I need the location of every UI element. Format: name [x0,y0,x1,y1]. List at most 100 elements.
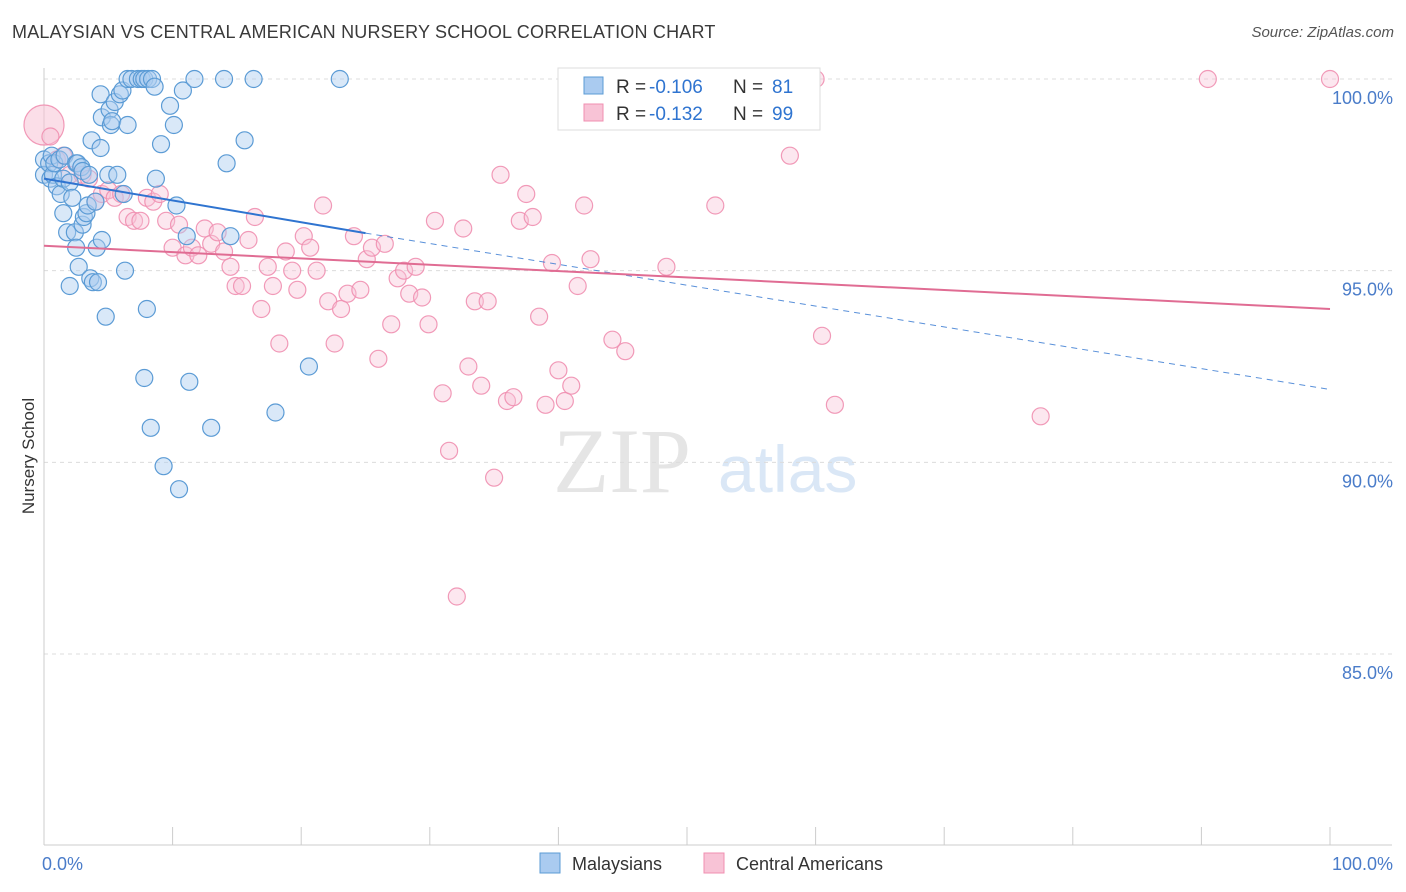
malaysians-point [217,154,236,173]
malaysians-point [221,227,240,246]
central-americans-point [706,196,725,215]
malaysians-point [154,457,173,476]
central-americans-point [433,384,452,403]
malaysians-point [135,368,154,388]
malaysians-point [54,204,73,223]
central-americans-point [465,292,484,311]
central-americans-point [575,196,594,215]
malaysians-trend-line [43,177,366,235]
malaysians-point [73,215,92,234]
y-tick-labels: 100.0% 95.0% 90.0% 85.0% [1332,88,1393,683]
central-americans-point [616,342,635,361]
central-americans-point [288,280,307,299]
central-americans-point [812,326,832,345]
malaysians-point [146,169,165,188]
stats-legend: R = -0.106 N = 81 R = -0.132 N = 99 [557,67,821,131]
central-americans-point [313,196,333,215]
stats-legend-blue-swatch [583,76,604,95]
axes [43,68,1392,846]
central-americans-point [252,299,271,319]
malaysians-points [34,69,349,499]
malaysians-point [180,372,199,391]
watermark-zip: ZIP [553,410,691,512]
central-americans-point [382,315,401,334]
malaysians-point [137,299,156,319]
central-americans-point [780,146,799,165]
malaysians-point [108,165,127,184]
central-americans-trend-line [43,244,1331,310]
central-americans-point [581,250,600,269]
malaysians-point [160,96,180,115]
central-americans-point [1320,69,1340,89]
central-americans-point [517,184,536,204]
central-americans-point [375,234,394,253]
central-americans-point [1031,407,1050,426]
malaysians-point [145,77,164,96]
malaysians-point [244,69,263,89]
x-tick-labels: 0.0% 100.0% [42,854,1393,874]
central-americans-point [530,307,549,326]
central-americans-point [232,276,252,296]
central-americans-point [555,391,574,411]
central-americans-point [485,468,504,487]
malaysians-point [135,69,154,89]
central-americans-points [23,69,1340,606]
central-americans-point [491,165,510,184]
central-americans-point [1198,69,1217,89]
malaysians-point [92,230,111,250]
malaysians-point [266,403,285,422]
central-americans-point [657,257,676,276]
stats-legend-pink-r-label: R = [616,104,646,125]
central-americans-point [369,349,388,368]
malaysians-point [214,69,234,89]
central-americans-point [454,219,473,238]
central-americans-point [294,227,313,246]
central-americans-point [825,395,844,414]
central-americans-point [131,211,150,230]
central-americans-point [23,104,65,146]
watermark: ZIP atlas [553,410,857,512]
central-americans-point [439,441,459,460]
x-tick-label: 100.0% [1332,854,1393,874]
central-americans-point [568,276,587,296]
legend-swatch-malaysians [539,852,561,874]
central-americans-point [419,315,438,334]
malaysians-point [330,69,349,89]
malaysians-point [91,85,110,104]
malaysians-point [173,81,192,100]
central-americans-point [41,127,60,146]
y-tick-label: 95.0% [1342,280,1393,300]
stats-legend-blue-n-value: 81 [772,77,793,98]
central-americans-point [459,357,478,376]
malaysians-point [58,223,77,242]
series-legend: Malaysians Central Americans [539,852,883,874]
stats-legend-blue-r-label: R = [616,77,646,98]
malaysians-point [115,261,135,280]
x-tick-label: 0.0% [42,854,83,874]
central-americans-point [258,257,277,276]
central-americans-point [412,288,432,307]
source-credit: Source: ZipAtlas.com [1251,24,1394,41]
stats-legend-pink-n-value: 99 [772,104,793,125]
central-americans-point [357,250,376,269]
central-americans-point [189,246,208,265]
central-americans-point [394,261,414,280]
central-americans-point [406,257,425,276]
central-americans-point [325,334,344,353]
central-americans-point [536,395,555,414]
malaysians-point [60,276,79,296]
central-americans-point [221,257,240,276]
malaysians-point [164,115,183,135]
malaysians-point [69,257,88,276]
malaysians-trend-extension [365,232,1331,390]
malaysians-point [141,418,160,437]
malaysians-point [177,227,196,246]
central-americans-point [549,361,568,380]
trend-lines [43,177,1331,390]
central-americans-point [478,292,497,311]
malaysians-point [128,69,147,89]
stats-legend-pink-swatch [583,103,604,122]
central-americans-point [523,207,542,227]
malaysians-point [86,192,105,211]
